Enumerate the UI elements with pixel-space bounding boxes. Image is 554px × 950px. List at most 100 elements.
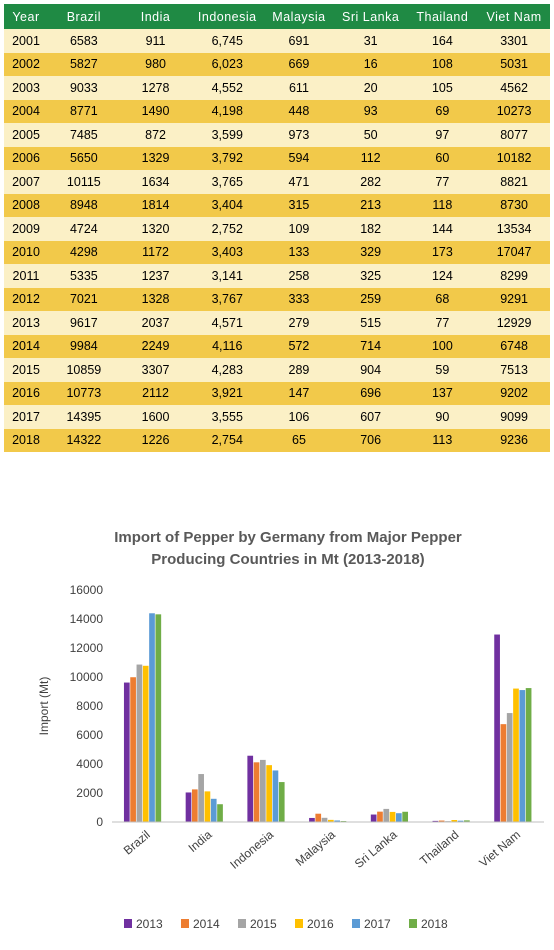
chart-title: Producing Countries in Mt (2013-2018)	[151, 551, 424, 568]
table-cell: 9291	[478, 287, 550, 311]
table-cell: 4562	[478, 76, 550, 100]
table-cell: 2012	[4, 287, 48, 311]
table-cell: 4298	[48, 240, 120, 264]
table-cell: 3,921	[191, 381, 264, 405]
table-cell: 1226	[119, 428, 192, 452]
table-cell: 69	[406, 99, 479, 123]
table-cell: 2004	[4, 99, 48, 123]
table-cell: 1237	[119, 264, 192, 288]
y-tick-label: 16000	[70, 583, 104, 597]
table-cell: 10859	[48, 358, 120, 382]
table-cell: 77	[406, 170, 479, 194]
table-cell: 9984	[48, 334, 120, 358]
table-cell: 113	[406, 428, 479, 452]
table-cell: 7513	[478, 358, 550, 382]
table-cell: 2006	[4, 146, 48, 170]
x-tick-label: India	[186, 827, 215, 855]
table-cell: 8077	[478, 123, 550, 147]
table-row: 2011 5335 1237 3,141 258 325 124 8299	[4, 264, 550, 288]
bar-2013	[494, 634, 500, 822]
table-cell: 9099	[478, 405, 550, 429]
bar-2014	[253, 762, 260, 822]
table-cell: 980	[119, 52, 192, 76]
table-cell: 6583	[48, 29, 120, 53]
table-row: 2015 10859 3307 4,283 289 904 59 7513	[4, 358, 550, 382]
table-cell: 2018	[4, 428, 48, 452]
table-cell: 68	[406, 287, 479, 311]
table-cell: 611	[263, 76, 335, 100]
pepper-data-table: Year Brazil India Indonesia Malaysia Sri Lank…	[4, 4, 550, 452]
table-cell: 259	[334, 287, 407, 311]
x-tick-label: Malaysia	[293, 827, 339, 868]
column-header: Brazil	[48, 4, 120, 29]
table-cell: 2007	[4, 170, 48, 194]
table-cell: 1278	[119, 76, 192, 100]
table-cell: 10115	[48, 170, 120, 194]
table-cell: 4,116	[191, 334, 264, 358]
table-cell: 105	[406, 76, 479, 100]
table-cell: 10182	[478, 146, 550, 170]
table-cell: 872	[119, 123, 192, 147]
table-cell: 669	[263, 52, 335, 76]
table-cell: 77	[406, 311, 479, 335]
table-cell: 14395	[48, 405, 120, 429]
table-cell: 60	[406, 146, 479, 170]
table-cell: 8821	[478, 170, 550, 194]
table-cell: 147	[263, 381, 335, 405]
table-row: 2006 5650 1329 3,792 594 112 60 10182	[4, 146, 550, 170]
table-cell: 6748	[478, 334, 550, 358]
bar-2014	[315, 813, 322, 822]
table-cell: 325	[334, 264, 407, 288]
table-row: 2008 8948 1814 3,404 315 213 118 8730	[4, 193, 550, 217]
bar-2018	[402, 811, 409, 822]
table-cell: 5827	[48, 52, 120, 76]
table-cell: 8948	[48, 193, 120, 217]
table-cell: 2013	[4, 311, 48, 335]
table-cell: 164	[406, 29, 479, 53]
column-header: Viet Nam	[478, 4, 550, 29]
table-cell: 3301	[478, 29, 550, 53]
table-cell: 911	[119, 29, 192, 53]
column-header: India	[119, 4, 192, 29]
table-cell: 3,404	[191, 193, 264, 217]
table-cell: 572	[263, 334, 335, 358]
table-cell: 515	[334, 311, 407, 335]
table-cell: 173	[406, 240, 479, 264]
table-cell: 6,023	[191, 52, 264, 76]
table-row: 2007 10115 1634 3,765 471 282 77 8821	[4, 170, 550, 194]
table-cell: 9236	[478, 428, 550, 452]
table-cell: 4,283	[191, 358, 264, 382]
table-cell: 2011	[4, 264, 48, 288]
table-cell: 9033	[48, 76, 120, 100]
table-cell: 714	[334, 334, 407, 358]
table-cell: 3,555	[191, 405, 264, 429]
table-cell: 1814	[119, 193, 192, 217]
table-cell: 182	[334, 217, 407, 241]
bar-2018	[464, 820, 470, 822]
table-row: 2010 4298 1172 3,403 133 329 173 17047	[4, 240, 550, 264]
y-tick-label: 14000	[70, 612, 104, 626]
bar-2013	[370, 814, 377, 822]
table-cell: 20	[334, 76, 407, 100]
legend-swatch	[409, 919, 417, 928]
y-tick-label: 10000	[70, 670, 104, 684]
table-cell: 3,403	[191, 240, 264, 264]
chart-title: Import of Pepper by Germany from Major P…	[114, 529, 462, 546]
table-cell: 3,599	[191, 123, 264, 147]
bar-2018	[525, 688, 532, 822]
bar-2017	[272, 770, 279, 822]
y-tick-label: 12000	[70, 641, 104, 655]
table-cell: 8299	[478, 264, 550, 288]
table-cell: 315	[263, 193, 335, 217]
table-cell: 1172	[119, 240, 192, 264]
bar-2014	[377, 811, 383, 822]
table-row: 2002 5827 980 6,023 669 16 108 5031	[4, 52, 550, 76]
table-cell: 4,571	[191, 311, 264, 335]
legend-label: 2015	[250, 917, 277, 931]
table-cell: 329	[334, 240, 407, 264]
table-cell: 90	[406, 405, 479, 429]
x-tick-label: Indonesia	[227, 827, 276, 871]
legend-swatch	[124, 919, 132, 928]
import-bar-chart: Import of Pepper by Germany from Major P…	[37, 529, 544, 931]
table-cell: 112	[334, 146, 407, 170]
